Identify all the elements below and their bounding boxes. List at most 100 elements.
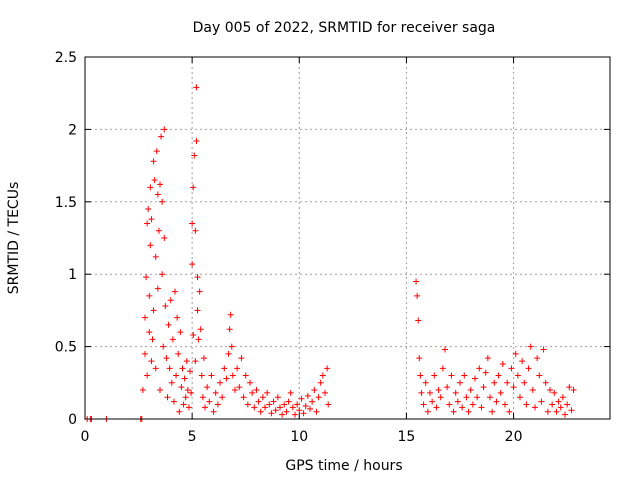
- data-point: [157, 387, 163, 394]
- x-tick-label: 5: [188, 429, 197, 445]
- data-point: [532, 404, 538, 411]
- data-point: [544, 408, 551, 415]
- data-point: [304, 392, 311, 399]
- data-point: [300, 410, 307, 417]
- data-point: [309, 398, 316, 405]
- data-point: [192, 227, 199, 234]
- data-point: [145, 206, 152, 213]
- data-point: [195, 336, 202, 343]
- data-point: [512, 350, 519, 357]
- data-point: [229, 372, 236, 379]
- data-point: [251, 404, 258, 411]
- data-point: [236, 384, 243, 391]
- data-point: [493, 398, 500, 405]
- data-point: [154, 191, 161, 198]
- data-point: [200, 355, 207, 362]
- data-point: [178, 384, 185, 391]
- data-point: [262, 404, 268, 411]
- data-point: [502, 401, 508, 408]
- data-point: [551, 389, 558, 396]
- data-point: [149, 336, 156, 343]
- data-point: [508, 365, 515, 372]
- data-point: [226, 326, 233, 333]
- data-point: [525, 365, 532, 372]
- data-point: [454, 398, 461, 405]
- x-tick-label: 10: [290, 429, 308, 445]
- data-point: [197, 326, 204, 333]
- data-point: [495, 372, 502, 379]
- data-point: [198, 372, 205, 379]
- data-point: [183, 358, 190, 365]
- data-point: [146, 292, 153, 299]
- data-point: [219, 394, 226, 401]
- data-point: [459, 404, 466, 411]
- x-tick-labels: 0 5 10 15 20: [81, 429, 523, 445]
- data-point: [208, 372, 215, 379]
- data-point: [151, 177, 158, 184]
- data-point: [212, 389, 219, 396]
- data-point: [469, 401, 476, 408]
- data-point: [521, 379, 528, 386]
- data-point: [517, 394, 523, 401]
- data-point: [175, 350, 182, 357]
- data-point: [472, 375, 478, 382]
- data-point: [150, 307, 157, 314]
- data-point: [148, 358, 155, 365]
- data-point: [147, 242, 154, 249]
- y-tick-label: 2.5: [55, 50, 77, 66]
- data-point: [182, 394, 189, 401]
- data-point: [196, 288, 203, 295]
- data-point: [444, 384, 451, 391]
- data-point: [242, 372, 249, 379]
- data-point: [482, 369, 489, 376]
- data-point: [446, 401, 453, 408]
- y-tick-label: 0.5: [55, 340, 77, 356]
- data-point: [165, 321, 172, 328]
- data-point: [148, 216, 155, 223]
- data-point: [491, 379, 498, 386]
- data-point: [474, 394, 481, 401]
- data-point: [155, 227, 162, 234]
- data-point: [538, 398, 545, 405]
- data-point: [302, 402, 309, 409]
- data-point: [277, 404, 283, 411]
- data-point: [255, 398, 262, 405]
- data-point: [285, 398, 292, 405]
- data-point: [566, 384, 573, 391]
- data-point: [223, 375, 230, 382]
- data-point: [232, 387, 238, 394]
- data-point: [181, 375, 188, 382]
- grid-lines: [85, 57, 610, 419]
- data-point: [253, 387, 260, 394]
- data-point: [467, 387, 474, 394]
- data-point: [510, 384, 517, 391]
- data-point: [214, 401, 221, 408]
- data-point: [184, 387, 191, 394]
- data-point: [542, 379, 549, 386]
- data-point: [555, 398, 562, 405]
- data-point: [319, 372, 326, 379]
- data-point: [536, 372, 543, 379]
- data-point: [169, 336, 176, 343]
- data-point: [317, 379, 324, 386]
- data-point: [191, 152, 198, 159]
- data-point: [146, 329, 153, 336]
- data-point: [249, 389, 256, 396]
- data-point: [283, 408, 290, 415]
- data-point: [193, 84, 200, 91]
- x-tick-label: 0: [81, 429, 90, 445]
- data-point: [527, 343, 534, 350]
- data-point: [547, 387, 553, 394]
- data-point: [206, 398, 213, 405]
- data-point: [514, 372, 521, 379]
- data-point: [435, 387, 442, 394]
- data-point: [162, 303, 169, 310]
- x-axis-label: GPS time / hours: [285, 458, 402, 474]
- data-point: [452, 389, 459, 396]
- data-point: [296, 407, 303, 414]
- data-point: [418, 389, 425, 396]
- data-point: [325, 401, 332, 408]
- data-point: [194, 307, 201, 314]
- data-point: [465, 408, 472, 415]
- data-point: [476, 365, 483, 372]
